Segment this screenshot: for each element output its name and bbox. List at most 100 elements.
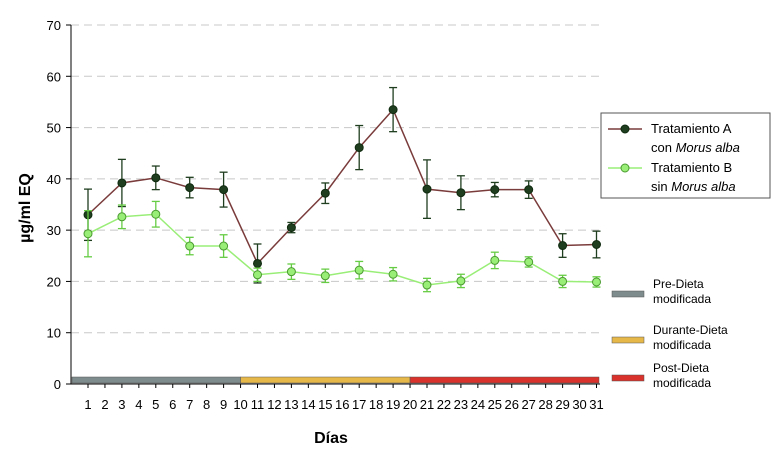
- phase-legend-label-line2: modificada: [653, 376, 711, 390]
- y-tick-labels: 0 10 20 30 40 50 60 70: [47, 18, 71, 392]
- y-tick-label: 10: [47, 326, 61, 341]
- legend: Tratamiento A con Morus alba Tratamiento B…: [600, 112, 771, 199]
- data-point: [592, 240, 601, 250]
- y-tick-label: 60: [47, 69, 61, 84]
- series-tratamiento-b: [83, 200, 601, 293]
- x-tick-label: 12: [267, 397, 281, 412]
- x-tick-label: 21: [420, 397, 434, 412]
- x-tick-label: 15: [318, 397, 332, 412]
- data-point: [524, 185, 534, 195]
- x-tick-label: 29: [555, 397, 569, 412]
- x-tick-label: 14: [301, 397, 315, 412]
- data-point: [83, 229, 93, 239]
- x-tick-label: 26: [505, 397, 519, 412]
- data-point: [592, 277, 601, 287]
- phase-legend-label-line2: modificada: [653, 292, 711, 306]
- x-tick-label: 13: [284, 397, 298, 412]
- y-tick-label: 40: [47, 172, 61, 187]
- legend-marker: [620, 163, 630, 173]
- data-point: [388, 269, 398, 279]
- phase-legend-swatch: [611, 336, 645, 344]
- data-point: [253, 270, 262, 280]
- data-point: [354, 265, 364, 275]
- x-axis-title: Días: [314, 430, 348, 447]
- legend-marker: [620, 124, 630, 134]
- x-tick-label: 3: [118, 397, 125, 412]
- x-tick-label: 2: [101, 397, 108, 412]
- x-tick-label: 20: [403, 397, 417, 412]
- phase-segment: [240, 376, 411, 384]
- x-tick-label: 25: [488, 397, 502, 412]
- phase-legend-label-line2: modificada: [653, 338, 711, 352]
- y-axis-title: µg/ml EQ: [17, 173, 34, 243]
- data-point: [219, 185, 229, 195]
- x-tick-label: 31: [589, 397, 603, 412]
- data-point: [253, 258, 262, 268]
- legend-label: Tratamiento A: [651, 121, 732, 136]
- phase-legend-label: Durante-Dieta: [653, 323, 728, 337]
- x-tick-label: 19: [386, 397, 400, 412]
- data-point: [185, 241, 195, 251]
- x-tick-label: 8: [203, 397, 210, 412]
- y-tick-label: 50: [47, 121, 61, 136]
- data-point: [388, 105, 398, 115]
- data-point: [354, 143, 364, 153]
- x-tick-label: 6: [169, 397, 176, 412]
- x-tick-label: 10: [233, 397, 247, 412]
- x-tick-label: 9: [220, 397, 227, 412]
- x-tick-label: 27: [521, 397, 535, 412]
- phase-bar: [71, 376, 600, 384]
- data-point: [320, 188, 330, 198]
- x-tick-label: 7: [186, 397, 193, 412]
- data-point: [286, 223, 296, 233]
- data-series: [83, 86, 601, 293]
- x-tick-label: 17: [352, 397, 366, 412]
- y-tick-label: 20: [47, 274, 61, 289]
- y-tick-label: 30: [47, 223, 61, 238]
- data-point: [151, 173, 161, 183]
- data-point: [558, 241, 568, 251]
- x-tick-labels: 1 2 3 4 5 6 7 8 9 10 11 12 13 14 15 16 17 18 19 20 21 22 23 24 2…: [84, 384, 604, 412]
- data-point: [456, 188, 466, 198]
- x-tick-label: 4: [135, 397, 142, 412]
- phase-legend-label: Post-Dieta: [653, 361, 709, 375]
- x-tick-label: 16: [335, 397, 349, 412]
- data-point: [320, 271, 330, 281]
- data-point: [422, 280, 432, 290]
- x-tick-label: 18: [369, 397, 383, 412]
- phase-legend-label: Pre-Dieta: [653, 277, 704, 291]
- legend-label-line2: con Morus alba: [651, 140, 740, 155]
- x-tick-label: 22: [437, 397, 451, 412]
- data-point: [524, 257, 534, 267]
- data-point: [286, 267, 296, 277]
- series-tratamiento-a: [83, 86, 601, 284]
- data-point: [151, 209, 161, 219]
- y-tick-label: 70: [47, 18, 61, 33]
- data-point: [422, 184, 432, 194]
- phase-segment: [409, 376, 600, 384]
- y-tick-label: 0: [54, 377, 61, 392]
- legend-label: Tratamiento B: [651, 160, 732, 175]
- data-point: [456, 276, 466, 286]
- data-point: [117, 178, 127, 188]
- phase-legend-swatch: [611, 290, 645, 298]
- x-tick-label: 24: [471, 397, 485, 412]
- x-tick-label: 1: [84, 397, 91, 412]
- x-tick-label: 23: [454, 397, 468, 412]
- legend-box: [600, 112, 771, 199]
- legend-label-line2: sin Morus alba: [651, 179, 736, 194]
- series-line: [87, 213, 597, 286]
- x-tick-label: 5: [152, 397, 159, 412]
- data-point: [117, 212, 127, 222]
- phase-legend: Pre-DietamodificadaDurante-Dietamodifica…: [611, 277, 728, 390]
- data-point: [490, 185, 500, 195]
- data-point: [490, 255, 500, 265]
- data-point: [185, 183, 195, 193]
- x-tick-label: 30: [572, 397, 586, 412]
- series-line: [87, 108, 597, 265]
- data-point: [558, 276, 568, 286]
- x-tick-label: 28: [538, 397, 552, 412]
- phase-legend-swatch: [611, 374, 645, 382]
- axes: [70, 25, 600, 385]
